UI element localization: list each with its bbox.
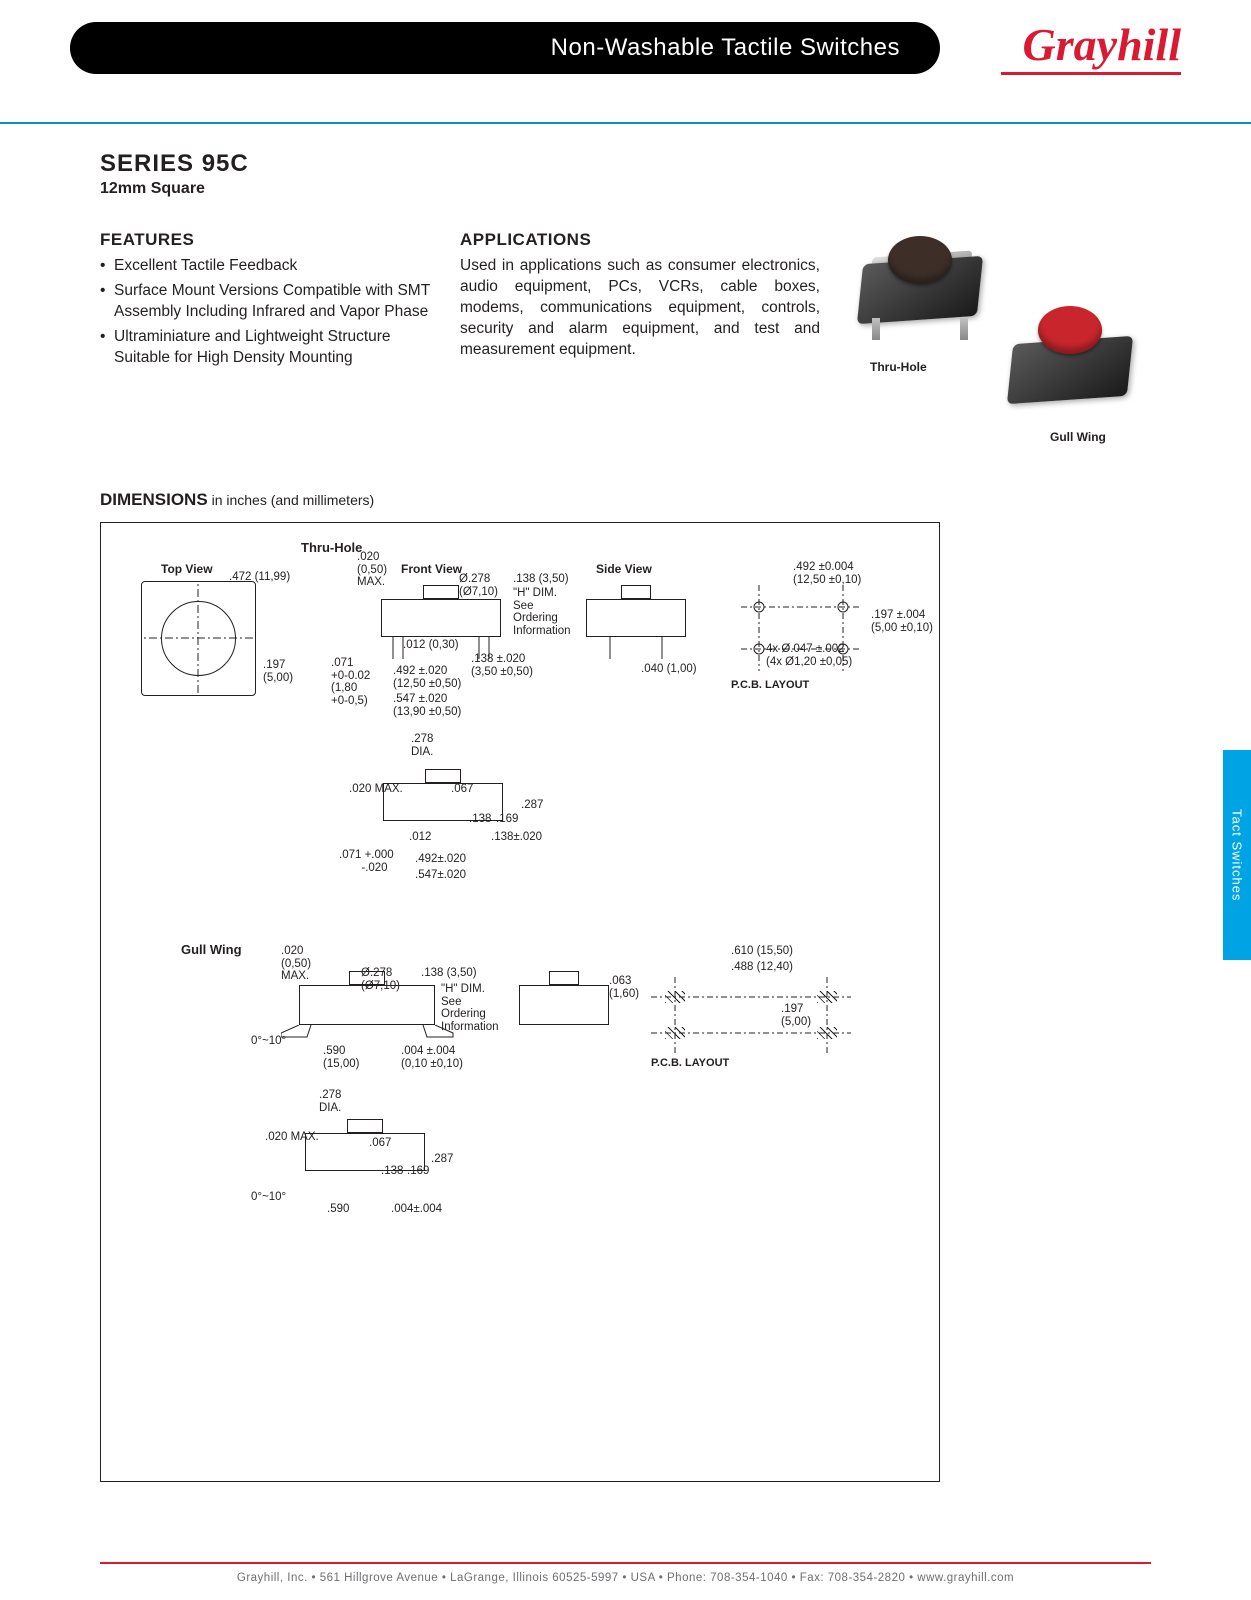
footer-text: Grayhill, Inc. • 561 Hillgrove Avenue • … (100, 1572, 1151, 1584)
gw-063: .063 (1,60) (609, 975, 639, 1000)
dim-4x: 4x Ø.047 ±.002 (4x Ø1,20 ±0,05) (766, 643, 852, 668)
gw2-278dia: .278 DIA. (319, 1089, 341, 1114)
side-tab-label: Tact Switches (1230, 809, 1245, 901)
gw-197-5: .197 (5,00) (781, 1003, 811, 1028)
dimensions-block: DIMENSIONS in inches (and millimeters) T… (100, 490, 1150, 1482)
gw2-138: .138 (381, 1165, 403, 1178)
features-list: Excellent Tactile Feedback Surface Mount… (100, 256, 430, 369)
dimensions-heading-row: DIMENSIONS in inches (and millimeters) (100, 490, 1150, 510)
dim-071: .071 +0-0.02 (1,80 +0-0,5) (331, 657, 370, 708)
gull-wing-button (1038, 306, 1102, 354)
features-heading: FEATURES (100, 230, 430, 250)
intro-row: FEATURES Excellent Tactile Feedback Surf… (100, 230, 1150, 450)
pcb-layout-label-1: P.C.B. LAYOUT (731, 679, 809, 691)
header-category-text: Non-Washable Tactile Switches (551, 34, 900, 62)
gw2-169: .169 (407, 1165, 429, 1178)
dim-492s: .492±.020 (415, 853, 466, 866)
dim-492: .492 ±.020 (12,50 ±0,50) (393, 665, 461, 690)
gw-138-350: .138 (3,50) (421, 967, 477, 980)
thru-hole-image (850, 230, 1000, 340)
dim-138-350: .138 (3,50) (513, 573, 569, 586)
side-view-label: Side View (596, 563, 652, 576)
thru-hole-button (888, 236, 952, 284)
dim-547s: .547±.020 (415, 869, 466, 882)
top-view-centerlines (141, 581, 256, 696)
gw-004: .004 ±.004 (0,10 ±0,10) (401, 1045, 463, 1070)
features-column: FEATURES Excellent Tactile Feedback Surf… (100, 230, 430, 450)
side-tab: Tact Switches (1223, 750, 1251, 960)
dim-138s: .138 (469, 813, 491, 826)
dim-071s: .071 +.000 -.020 (339, 849, 394, 874)
dim-492-004: .492 ±0.004 (12,50 ±0,10) (793, 561, 861, 586)
thru-hole-caption: Thru-Hole (870, 360, 927, 374)
dim-d278: Ø.278 (Ø7,10) (459, 573, 498, 598)
applications-column: APPLICATIONS Used in applications such a… (460, 230, 820, 450)
feature-item: Ultraminiature and Lightweight Structure… (100, 327, 430, 369)
dim-067: .067 (451, 783, 473, 796)
gull-wing-image (1000, 300, 1150, 410)
gw-d278: Ø.278 (Ø7,10) (361, 967, 400, 992)
applications-text: Used in applications such as consumer el… (460, 256, 820, 361)
feature-item: Excellent Tactile Feedback (100, 256, 430, 277)
dim-138-020: .138 ±.020 (3,50 ±0,50) (471, 653, 533, 678)
dim-gw-020max: .020 (0,50) MAX. (281, 945, 311, 983)
dim-472: .472 (11,99) (229, 571, 290, 584)
gw-wings (281, 1025, 461, 1045)
dim-547: .547 ±.020 (13,90 ±0,50) (393, 693, 461, 718)
series-title: SERIES 95C (100, 150, 249, 178)
gw2-004: .004±.004 (391, 1203, 442, 1216)
thru-hole-title: Thru-Hole (301, 541, 362, 555)
feature-item: Surface Mount Versions Compatible with S… (100, 281, 430, 323)
footer-rule (100, 1562, 1151, 1564)
dim-020max: .020 (0,50) MAX. (357, 551, 387, 589)
pcb-layout-label-2: P.C.B. LAYOUT (651, 1057, 729, 1069)
gw-pcb (651, 977, 851, 1053)
detail2-button (425, 769, 461, 783)
dim-287: .287 (521, 799, 543, 812)
dim-197: .197 (5,00) (263, 659, 293, 684)
gw2-button (347, 1119, 383, 1133)
gw2-590: .590 (327, 1203, 349, 1216)
dim-197-004: .197 ±.004 (5,00 ±0,10) (871, 609, 933, 634)
top-view-label: Top View (161, 563, 213, 576)
gull-wing-title: Gull Wing (181, 943, 242, 957)
front-body (381, 599, 501, 637)
gw-488: .488 (12,40) (731, 961, 793, 974)
series-subtitle: 12mm Square (100, 180, 249, 198)
gw2-287: .287 (431, 1153, 453, 1166)
header-category-bar: Non-Washable Tactile Switches (70, 22, 940, 74)
dim-278dia: .278 DIA. (411, 733, 433, 758)
gw2-067: .067 (369, 1137, 391, 1150)
dim-169: .169 (496, 813, 518, 826)
series-block: SERIES 95C 12mm Square (100, 150, 249, 198)
gw-side-button (549, 971, 579, 985)
dim-012s: .012 (409, 831, 431, 844)
dim-012: .012 (0,30) (403, 639, 459, 652)
gull-wing-caption: Gull Wing (1050, 430, 1106, 444)
dim-040: .040 (1,00) (641, 663, 697, 676)
side-button (621, 585, 651, 599)
applications-heading: APPLICATIONS (460, 230, 820, 250)
product-images: Thru-Hole Gull Wing (850, 230, 1150, 450)
gw-angle: 0°~10° (251, 1035, 286, 1048)
gw-hdim: "H" DIM. See Ordering Information (441, 983, 499, 1034)
gw-590: .590 (15,00) (323, 1045, 359, 1070)
dim-h: "H" DIM. See Ordering Information (513, 587, 571, 638)
brand-logo: Grayhill (1023, 18, 1181, 71)
brand-underline (1001, 72, 1181, 75)
dimensions-heading: DIMENSIONS (100, 490, 208, 509)
dimensions-subhead: in inches (and millimeters) (208, 492, 375, 508)
gw-side-body (519, 985, 609, 1025)
front-button (423, 585, 459, 599)
gw2-angle: 0°~10° (251, 1191, 286, 1204)
gw-610: .610 (15,50) (731, 945, 793, 958)
header-rule (0, 122, 1251, 124)
front-view-label: Front View (401, 563, 462, 576)
dimensions-drawing-box: Thru-Hole Top View .472 (11,99) .197 (5,… (100, 522, 940, 1482)
side-body (586, 599, 686, 637)
dim-138-020s: .138±.020 (491, 831, 542, 844)
